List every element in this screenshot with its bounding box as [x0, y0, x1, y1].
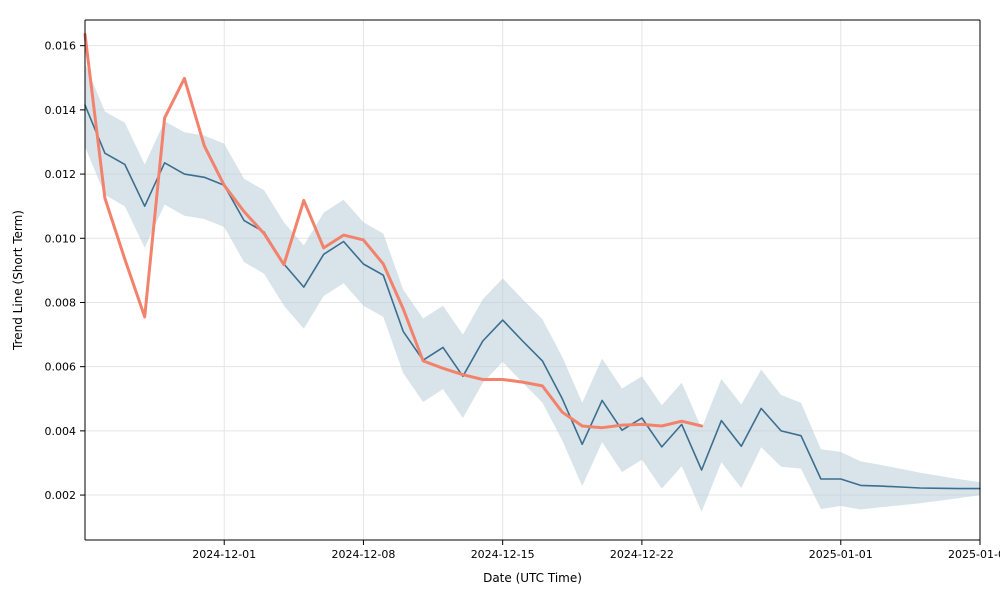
y-tick-label: 0.006	[45, 361, 77, 374]
y-tick-label: 0.010	[45, 232, 77, 245]
x-tick-label: 2025-01-01	[809, 548, 873, 561]
y-tick-label: 0.002	[45, 489, 77, 502]
y-tick-label: 0.016	[45, 40, 77, 53]
chart-container: 2024-12-01 2024-12-08 2024-12-15 2024-12-22…	[0, 0, 1000, 600]
x-axis-label: Date (UTC Time)	[483, 571, 582, 585]
x-tick-label: 2024-12-01	[192, 548, 256, 561]
x-tick-label: 2024-12-15	[471, 548, 535, 561]
x-tick-label: 2024-12-22	[610, 548, 674, 561]
trend-chart: 2024-12-01 2024-12-08 2024-12-15 2024-12-22…	[0, 0, 1000, 600]
x-tick-label: 2025-01-08	[948, 548, 1000, 561]
y-tick-label: 0.012	[45, 168, 77, 181]
y-tick-label: 0.014	[45, 104, 77, 117]
y-tick-label: 0.008	[45, 296, 77, 309]
y-axis-label: Trend Line (Short Term)	[11, 210, 25, 351]
x-tick-label: 2024-12-08	[331, 548, 395, 561]
y-tick-label: 0.004	[45, 425, 77, 438]
